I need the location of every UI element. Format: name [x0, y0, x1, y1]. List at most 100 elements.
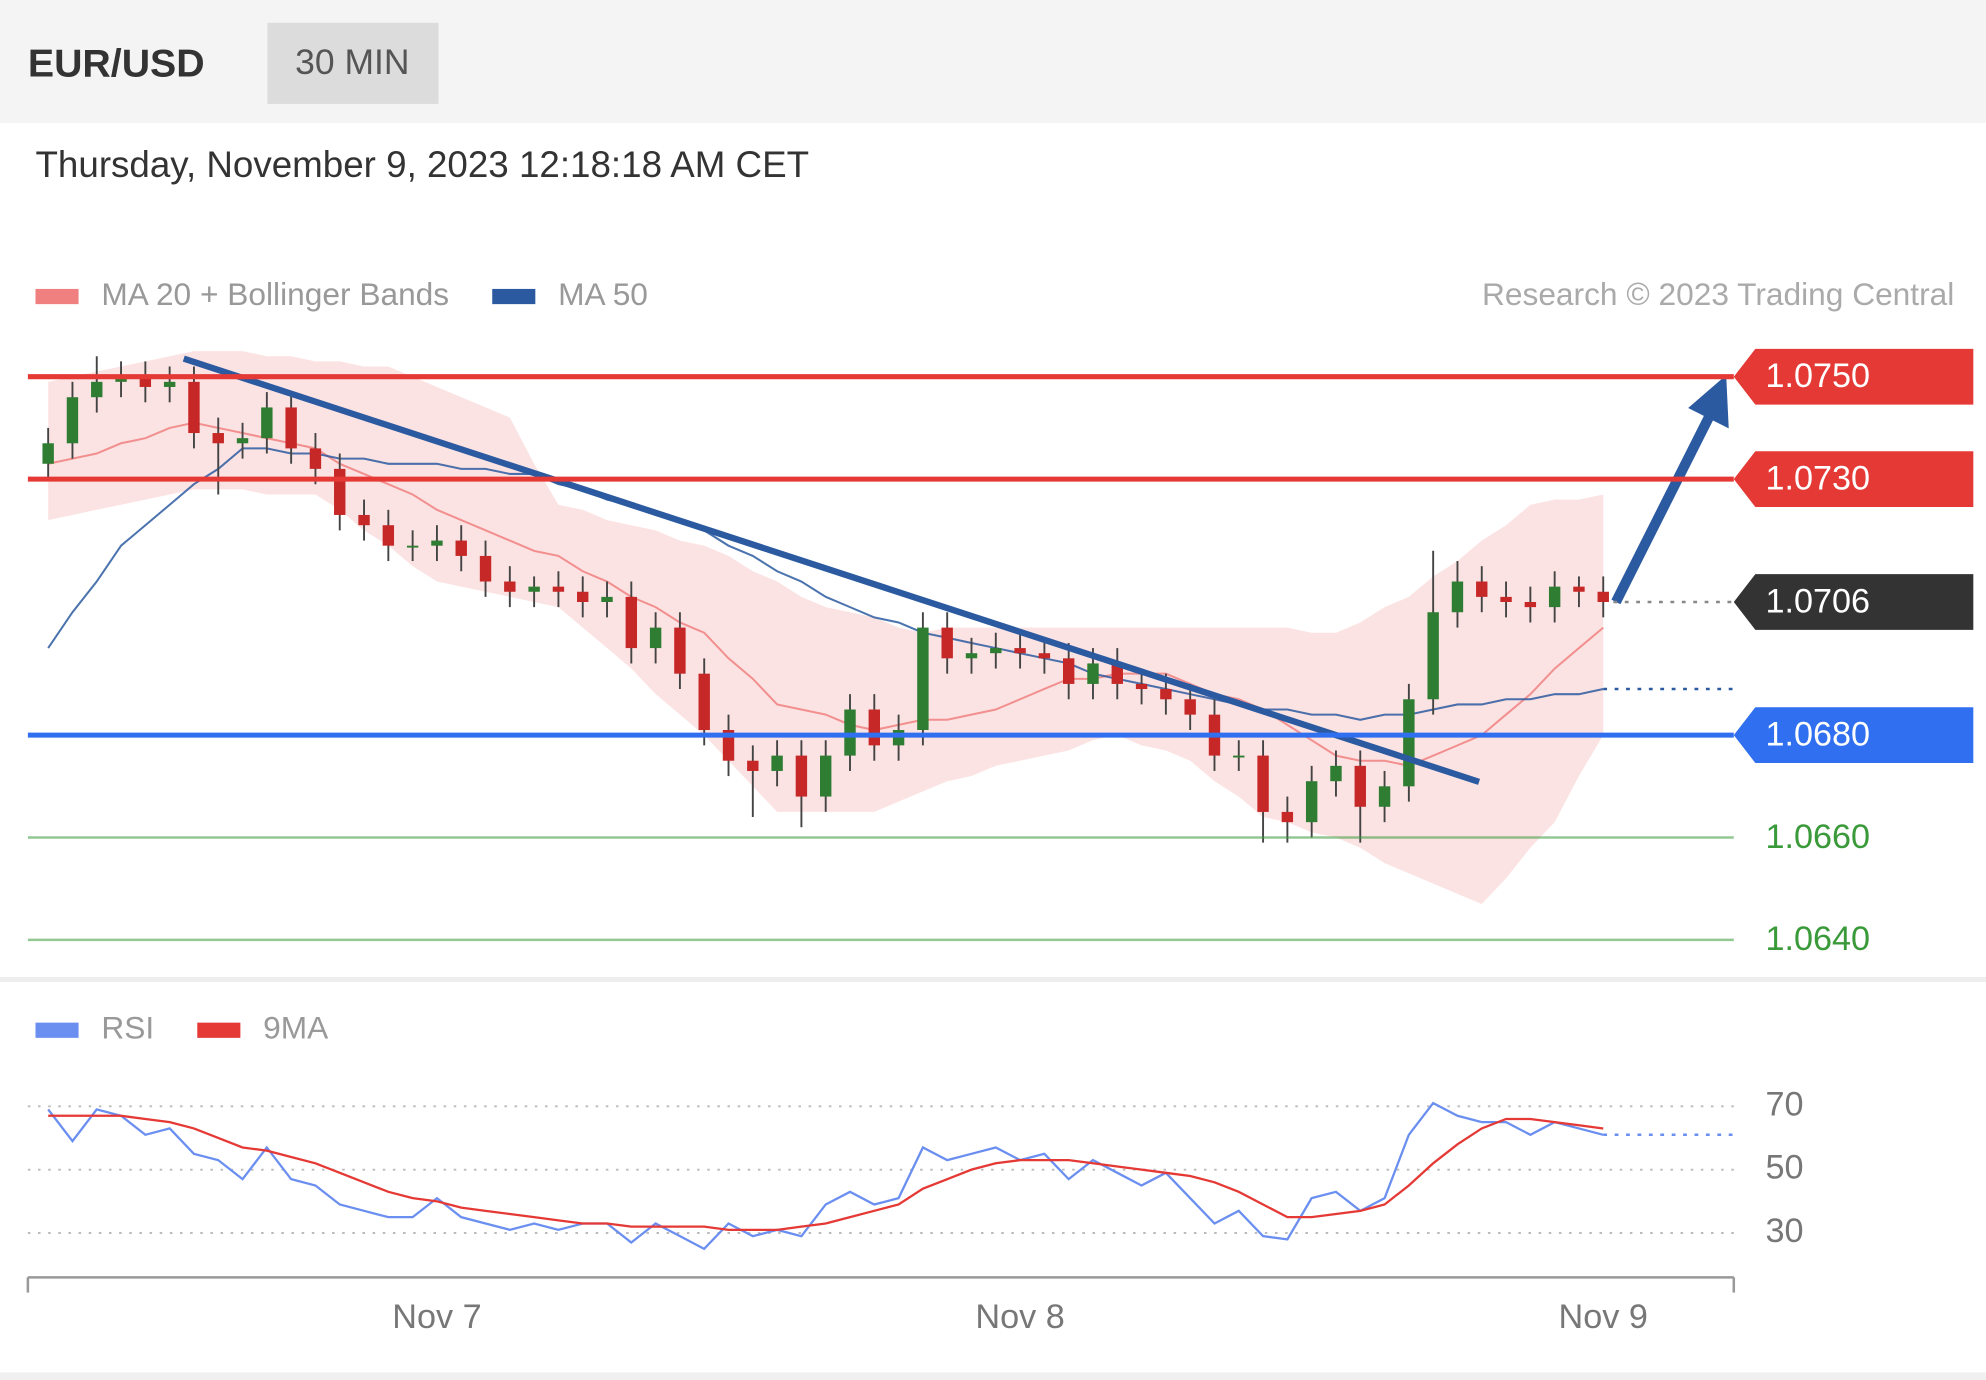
candle-body	[1476, 581, 1488, 597]
candle-body	[698, 673, 710, 730]
level-label: 1.0660	[1765, 818, 1870, 856]
candle-body	[965, 653, 978, 659]
candle-body	[820, 755, 832, 797]
candle-body	[625, 596, 638, 649]
legend-swatch	[35, 288, 79, 305]
rsi-panel: RSI 9MA 30 50 70 Nov 7 Nov 8 Nov 9	[27, 1010, 1804, 1336]
candle-body	[552, 586, 565, 592]
candle-body	[431, 540, 443, 546]
candle-body	[1111, 663, 1123, 684]
x-tick-label: Nov 7	[392, 1298, 481, 1336]
candle-body	[528, 586, 540, 592]
candle-body	[188, 381, 200, 434]
candle-body	[1524, 601, 1537, 608]
price-panel: MA 20 + Bollinger Bands MA 50 Research © 2…	[35, 276, 1954, 905]
candle-body	[577, 591, 589, 602]
candle-body	[1573, 586, 1585, 592]
candle-body	[990, 648, 1002, 654]
y-tick-label: 50	[1765, 1149, 1803, 1187]
legend-label: 9MA	[263, 1010, 329, 1046]
candle-body	[1062, 658, 1075, 684]
candle-body	[1135, 683, 1148, 690]
level-label: 1.0680	[1765, 715, 1870, 753]
candle-body	[1548, 586, 1561, 608]
candle-body	[1403, 699, 1415, 787]
candle-body	[1281, 811, 1294, 823]
candle-body	[236, 438, 249, 444]
candle-body	[1378, 786, 1391, 807]
bollinger-band	[48, 351, 1604, 905]
candle-body	[1087, 663, 1099, 684]
candle-body	[1305, 781, 1318, 823]
level-label: 1.0730	[1765, 459, 1870, 497]
level-tag	[1733, 574, 1974, 630]
candle-body	[1160, 689, 1172, 700]
candle-body	[479, 555, 492, 582]
candle-body	[66, 397, 79, 444]
candle-body	[334, 468, 346, 515]
candle-body	[1233, 755, 1245, 758]
candle-body	[649, 627, 662, 649]
candle-body	[1257, 755, 1269, 812]
legend-label: RSI	[101, 1010, 154, 1046]
panel-separator	[0, 977, 1986, 983]
level-tag	[1733, 707, 1974, 763]
interval-box	[267, 22, 439, 104]
candle-body	[892, 729, 905, 746]
moving-average	[47, 421, 1604, 767]
candle-body	[455, 540, 467, 556]
moving-average	[47, 447, 1604, 721]
y-tick-label: 30	[1765, 1212, 1803, 1250]
level-label: 1.0750	[1765, 357, 1870, 395]
candle-body	[1451, 581, 1464, 613]
interval: 30 MIN	[295, 42, 409, 82]
price-levels: 1.0750 1.0730 1.0706 1.0680 1.0660 1.0640	[27, 348, 1974, 958]
x-tick-label: Nov 9	[1559, 1298, 1648, 1336]
x-tick-label: Nov 8	[975, 1298, 1064, 1336]
bottom-border	[0, 1372, 1986, 1380]
candle-body	[1014, 648, 1026, 654]
legend-label: MA 20 + Bollinger Bands	[101, 276, 449, 312]
arrow-shaft	[1611, 405, 1719, 605]
candle-body	[844, 709, 856, 756]
legend-swatch	[492, 288, 536, 305]
indicator-line	[48, 1114, 1604, 1231]
candle-body	[868, 709, 881, 746]
candle-body	[1427, 612, 1439, 700]
symbol: EUR/USD	[28, 41, 205, 85]
candle-body	[722, 729, 735, 761]
candle-body	[941, 627, 953, 659]
indicator-line	[47, 1101, 1604, 1251]
candle-body	[139, 376, 152, 387]
candle-body	[382, 525, 395, 546]
arrow-head	[1688, 375, 1729, 429]
level-label: 1.0706	[1765, 582, 1870, 620]
timestamp: Thursday, November 9, 2023 12:18:18 AM C…	[35, 144, 809, 185]
candle-body	[504, 581, 516, 592]
candle-body	[674, 627, 686, 674]
candle-body	[163, 381, 176, 387]
level-tag	[1733, 451, 1974, 507]
level-tag	[1733, 348, 1974, 405]
candle-body	[358, 514, 370, 526]
candle-body	[1038, 653, 1051, 659]
legend-swatch	[35, 1022, 79, 1038]
candle-body	[601, 596, 613, 602]
candle-body	[917, 627, 929, 730]
candle-body	[115, 376, 127, 382]
legend-label: MA 50	[558, 276, 648, 312]
candle-body	[1500, 596, 1512, 602]
trend-line	[182, 355, 1481, 785]
level-label: 1.0640	[1765, 920, 1870, 958]
candle-body	[1184, 699, 1196, 715]
candle-body	[91, 381, 103, 398]
candle-body	[771, 755, 783, 771]
candle-body	[285, 407, 297, 449]
candle-body	[212, 433, 224, 444]
y-tick-label: 70	[1765, 1085, 1803, 1123]
candle-body	[1597, 591, 1609, 602]
candle-body	[261, 407, 273, 439]
legend-swatch	[197, 1022, 241, 1038]
